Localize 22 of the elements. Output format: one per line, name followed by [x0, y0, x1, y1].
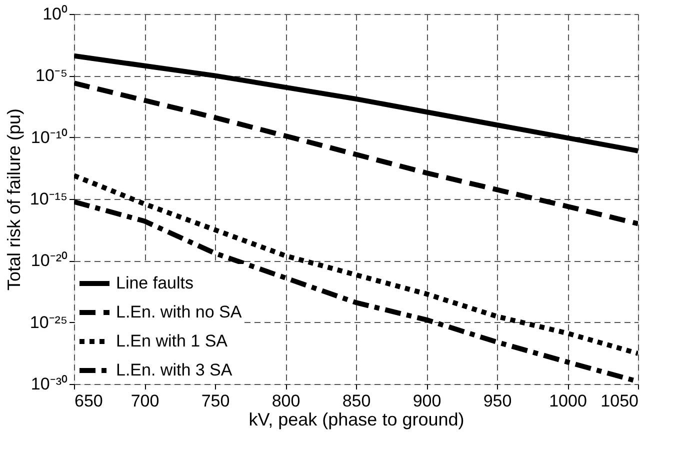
- x-tick-label: 800: [272, 392, 300, 410]
- x-tick-label: 750: [201, 392, 230, 410]
- y-tick-label: 10⁻⁵: [36, 66, 68, 86]
- legend-label: L.En. with 3 SA: [116, 360, 233, 380]
- x-tick-label: 900: [412, 392, 442, 410]
- y-tick-label: 10⁻²⁵: [30, 312, 68, 332]
- y-tick-label: 10⁻¹⁵: [30, 190, 68, 208]
- legend-label: Line faults: [116, 274, 194, 292]
- x-tick-label: 1000: [549, 392, 587, 410]
- y-axis-title: Total risk of failure (pu): [4, 108, 24, 291]
- x-tick-label: 950: [483, 392, 512, 410]
- x-tick-label: 1050: [600, 392, 638, 410]
- x-tick-label: 650: [74, 392, 103, 410]
- y-tick-label: 10⁻¹⁰: [30, 128, 68, 147]
- y-tick-label: 10⁰: [42, 4, 68, 24]
- y-tick-label: 10⁻²⁰: [30, 251, 68, 270]
- legend-label: L.En with 1 SA: [116, 332, 228, 350]
- x-tick-label: 850: [342, 392, 371, 410]
- y-tick-label: 10⁻³⁰: [30, 374, 68, 394]
- x-tick-label: 700: [130, 392, 160, 410]
- legend-label: L.En. with no SA: [116, 302, 242, 322]
- x-axis-title: kV, peak (phase to ground): [248, 410, 464, 430]
